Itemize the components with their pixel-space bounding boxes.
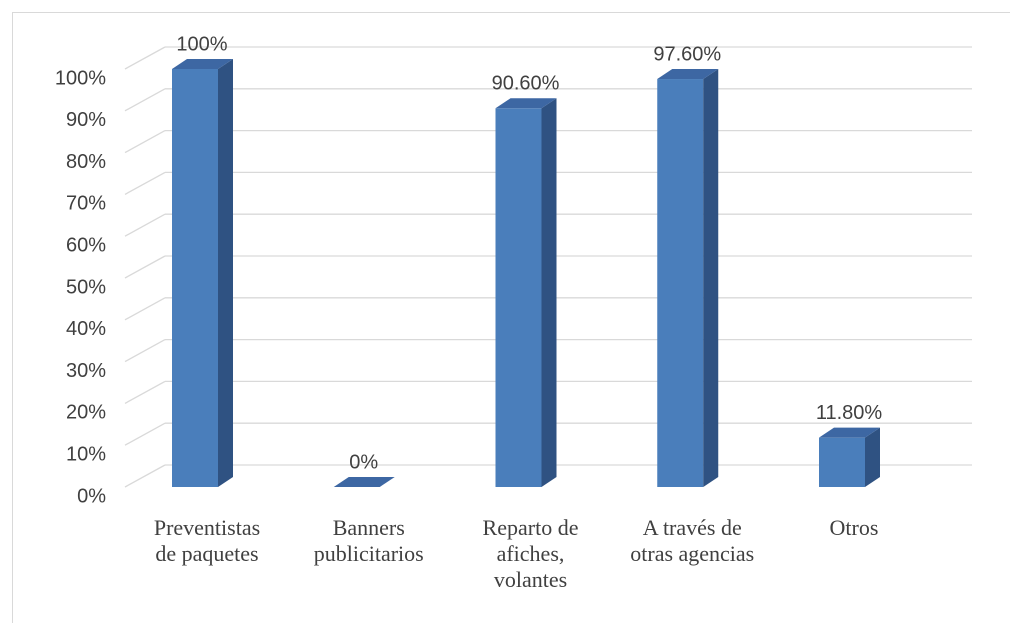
grid-line-depth [124,88,166,112]
grid-line-depth [124,297,166,321]
bar [495,98,557,488]
y-tick-label: 90% [66,109,106,131]
y-tick-label: 80% [66,151,106,173]
grid-line-depth [124,255,166,279]
bar-top [172,59,233,69]
bar-side [703,69,719,488]
y-tick-label: 10% [66,443,106,465]
y-tick-label: 0% [77,485,106,507]
grid-line-depth [124,46,166,70]
y-tick-label: 50% [66,276,106,298]
x-tick-label: Otros [829,515,879,540]
bar [172,59,233,487]
y-tick-label: 100% [55,67,106,89]
grid-line-depth [124,380,166,404]
value-label: 100% [176,33,227,55]
y-tick-label: 60% [66,234,106,256]
y-tick-label: 30% [66,360,106,382]
bar-front [495,108,542,488]
value-label: 0% [349,451,378,473]
grid-line-depth [124,422,166,446]
bar-top [333,477,395,487]
grid-line-depth [124,171,166,195]
bar-front [819,437,865,487]
x-tick-label: Reparto de afiches, volantes [482,515,579,592]
grid-line-depth [124,213,166,237]
bar-top [657,69,719,80]
grid-line-depth [124,130,166,154]
x-tick-label: Preventistas de paquetes [153,515,261,566]
y-tick-label: 20% [66,402,106,424]
grid-line-depth [124,464,166,488]
chart-border [12,12,1010,623]
y-tick-label: 70% [66,193,106,215]
bar-side [541,98,557,488]
value-label: 11.80% [816,402,883,424]
bar [657,69,719,488]
grid-line-depth [124,339,166,363]
y-tick-label: 40% [66,318,106,340]
bar-side [218,59,233,487]
bar [819,427,880,487]
x-tick-label: A través de otras agencias [630,515,755,566]
bar-front [657,79,704,488]
bar-top [819,427,880,438]
bar [333,477,395,487]
bar-top [495,98,557,109]
x-tick-label: Banners publicitarios [313,515,424,566]
bar-front [172,69,218,487]
bar-side [865,427,880,487]
value-label: 90.60% [492,73,560,95]
value-label: 97.60% [653,43,721,65]
